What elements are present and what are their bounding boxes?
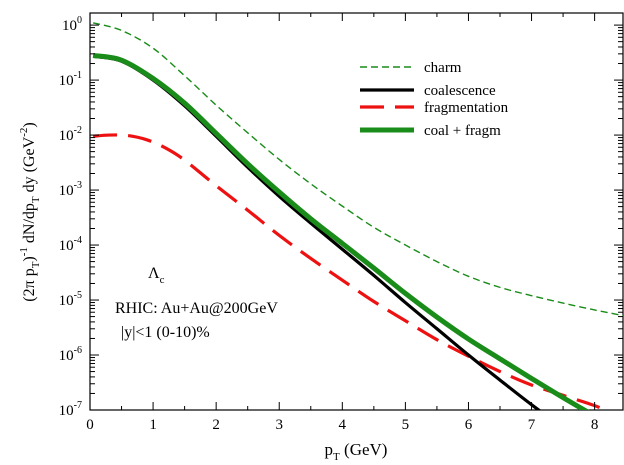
y-tick-label: 10-6	[59, 345, 82, 364]
legend-entry-fragmentation-label: fragmentation	[424, 100, 509, 116]
series-line-coal-fragm	[92, 53, 590, 410]
x-tick-label: 8	[591, 417, 599, 433]
y-tick-label: 10-1	[59, 70, 82, 89]
y-axis-title: (2π pT)-1 dN/dpT dy (GeV-2)	[18, 122, 42, 301]
y-tick-label: 10-5	[59, 290, 82, 309]
x-tick-label: 1	[149, 417, 157, 433]
x-tick-label: 2	[212, 417, 220, 433]
series-line-fragmentation	[93, 133, 608, 410]
axis-labels: pT (GeV) (2π pT)-1 dN/dpT dy (GeV-2)	[18, 122, 387, 463]
axes-frame	[89, 12, 624, 411]
series-line-charm	[92, 22, 623, 317]
x-tick-label: 4	[339, 417, 347, 433]
series-line-coalescence	[92, 54, 542, 410]
annotations: Λc RHIC: Au+Au@200GeV |y|<1 (0-10)%	[115, 265, 278, 341]
x-tick-label: 6	[465, 417, 473, 433]
x-tick-label: 5	[402, 417, 410, 433]
y-tick-label: 100	[62, 15, 82, 34]
x-tick-label: 3	[275, 417, 283, 433]
y-tick-label: 10-2	[59, 125, 82, 144]
y-tick-label: 10-3	[59, 180, 82, 199]
y-tick-label: 10-7	[59, 400, 82, 419]
x-tick-label: 0	[86, 417, 94, 433]
legend-entry-coalescence-label: coalescence	[424, 83, 496, 99]
series-curves	[92, 22, 623, 410]
particle-label: Λc	[148, 265, 165, 286]
legend-entry-coal-fragm-label: coal + fragm	[424, 123, 501, 139]
x-axis-title: pT (GeV)	[325, 440, 388, 463]
kinematic-cut-label: |y|<1 (0-10)%	[121, 324, 210, 341]
axis-ticks: 0 1 2 3 4 5 6 7 8 100 10-1 10-2 10-3 10-4 10-5 10-6 10-7	[59, 13, 623, 433]
legend-entry-charm-label: charm	[424, 60, 462, 76]
y-tick-label: 10-4	[59, 235, 82, 254]
collision-system-label: RHIC: Au+Au@200GeV	[115, 300, 278, 317]
plot-frame	[89, 12, 624, 411]
x-tick-label: 7	[528, 417, 536, 433]
